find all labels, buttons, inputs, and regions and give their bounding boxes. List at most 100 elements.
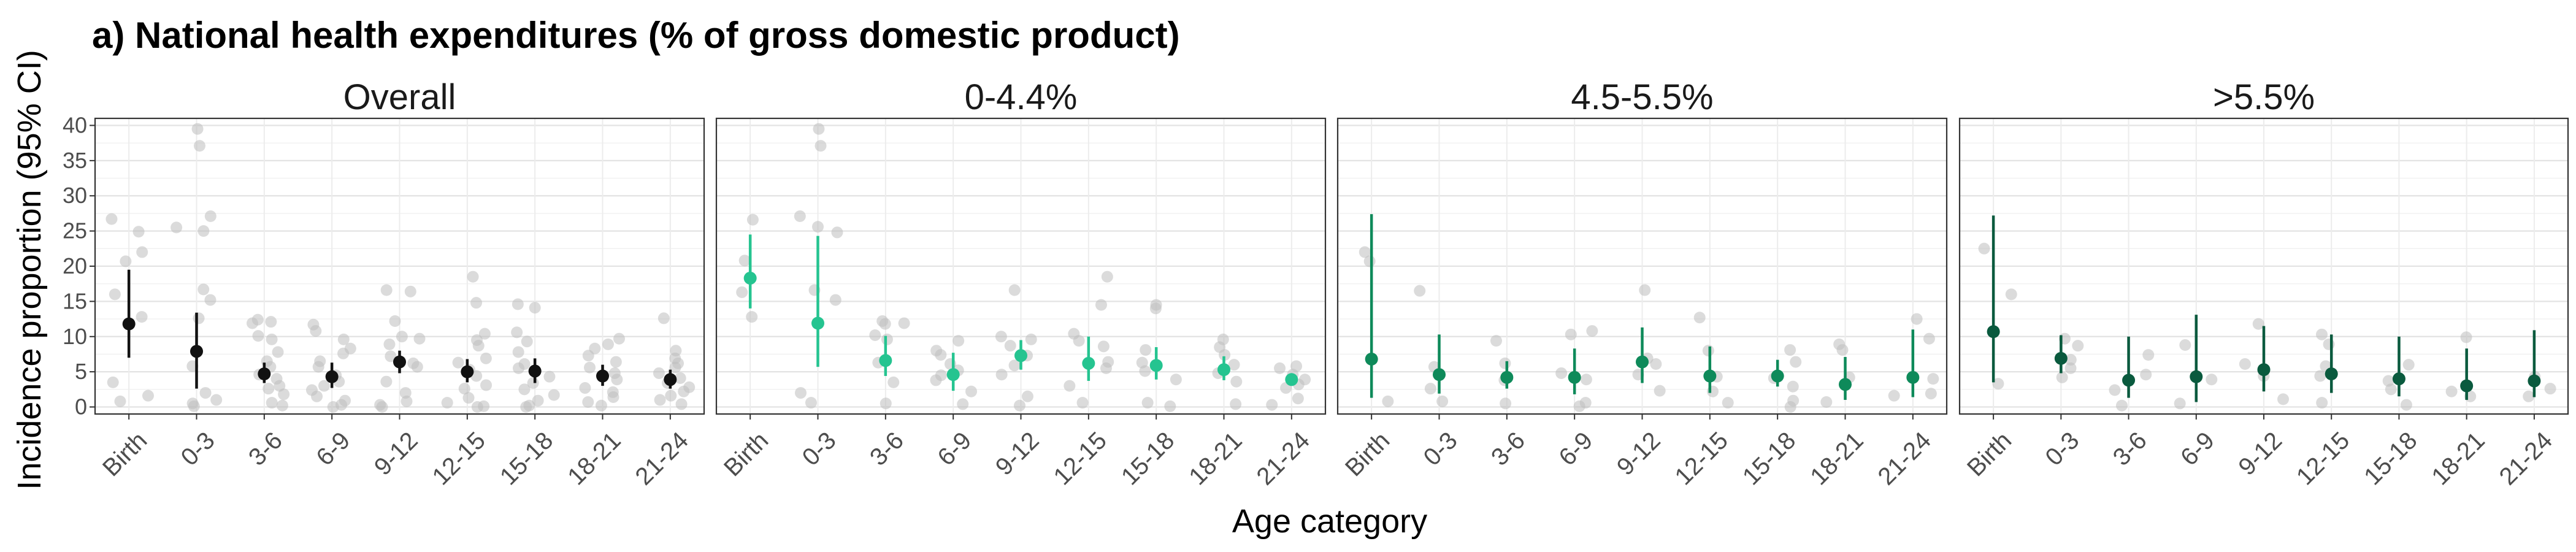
x-tick-label: 6-9 [1554, 427, 1598, 471]
raw-data-point [613, 332, 625, 345]
raw-data-point [2072, 340, 2084, 352]
point-estimate [1636, 355, 1649, 369]
x-tick-label: 3-6 [243, 427, 288, 471]
raw-data-point [1382, 395, 1394, 407]
raw-data-point [1500, 397, 1512, 410]
raw-data-point [193, 140, 205, 152]
raw-data-point [518, 383, 531, 396]
x-tick-label: 9-12 [369, 427, 423, 481]
raw-data-point [404, 285, 416, 297]
raw-data-point [1565, 328, 1577, 340]
raw-data-point [1100, 362, 1112, 374]
raw-data-point [521, 335, 533, 348]
raw-data-point [1992, 378, 2004, 390]
raw-data-point [1230, 398, 1242, 410]
raw-data-point [607, 391, 619, 403]
point-estimate [811, 316, 824, 330]
point-estimate [2460, 379, 2474, 393]
raw-data-point [278, 388, 290, 401]
raw-data-point [2239, 358, 2251, 370]
point-estimate [1771, 369, 1784, 383]
point-estimate [946, 368, 960, 381]
point-estimate [1217, 363, 1230, 377]
raw-data-point [1424, 383, 1436, 395]
raw-data-point [337, 347, 350, 359]
point-estimate [1285, 373, 1298, 386]
raw-data-point [611, 374, 623, 386]
raw-data-point [2385, 383, 2397, 396]
x-tick-label: 18-21 [1805, 427, 1868, 490]
raw-data-point [602, 338, 614, 350]
raw-data-point [114, 395, 126, 407]
raw-data-point [957, 398, 969, 410]
x-tick-label: 18-21 [2426, 427, 2490, 490]
raw-data-point [657, 312, 670, 324]
raw-data-point [1888, 389, 1900, 402]
raw-data-point [1008, 359, 1021, 372]
point-estimate [879, 354, 892, 367]
panel-title: >5.5% [2213, 77, 2315, 117]
raw-data-point [1836, 344, 1849, 356]
raw-data-point [193, 312, 205, 324]
raw-data-point [2206, 374, 2218, 386]
point-estimate [596, 369, 609, 383]
point-estimate [1365, 352, 1378, 366]
raw-data-point [471, 401, 483, 413]
raw-data-point [263, 383, 275, 395]
raw-data-point [1219, 349, 1231, 361]
raw-data-point [265, 316, 277, 328]
raw-data-point [1274, 362, 1286, 374]
raw-data-point [2142, 349, 2155, 361]
raw-data-point [1359, 246, 1371, 258]
x-tick-label: 12-15 [1049, 427, 1112, 490]
x-tick-label: 9-12 [1612, 427, 1666, 481]
raw-data-point [1654, 385, 1666, 397]
raw-data-point [1076, 397, 1089, 409]
raw-data-point [1141, 397, 1154, 409]
raw-data-point [2179, 339, 2191, 351]
raw-data-point [204, 210, 217, 223]
raw-data-point [669, 361, 681, 374]
x-axis-label: Age category [1232, 503, 1427, 540]
x-tick-label: 18-21 [1184, 427, 1247, 490]
chart-panel: Overall Birth 0-3 3-6 6-9 9-12 12-15 15-18 18-21… [94, 77, 705, 491]
x-tick-label: 21-24 [631, 427, 694, 490]
chart-panel: 0-4.4% Birth 0-3 3-6 6-9 9-12 12-15 15-18 18-21 2… [715, 77, 1327, 491]
raw-data-point [204, 294, 217, 306]
raw-data-point [132, 226, 145, 238]
raw-data-point [746, 213, 759, 226]
raw-data-point [1784, 344, 1796, 356]
raw-data-point [276, 399, 288, 412]
y-tick-label: 15 [63, 288, 87, 313]
point-estimate [528, 364, 542, 378]
raw-data-point [480, 352, 492, 364]
raw-data-point [880, 397, 892, 410]
raw-data-point [318, 380, 330, 392]
x-tick-label: 0-3 [2041, 427, 2085, 471]
raw-data-point [1230, 375, 1243, 388]
raw-data-point [1073, 335, 1085, 347]
point-estimate [2325, 367, 2338, 381]
raw-data-point [1499, 357, 1511, 369]
raw-data-point [1573, 400, 1585, 412]
x-tick-label: 21-24 [2494, 427, 2558, 490]
raw-data-point [312, 361, 324, 373]
point-estimate [258, 367, 271, 381]
y-tick-label: 0 [75, 394, 87, 420]
point-estimate [2392, 372, 2405, 386]
raw-data-point [1139, 365, 1151, 377]
raw-data-point [953, 335, 965, 347]
raw-data-point [120, 255, 132, 267]
raw-data-point [191, 123, 204, 135]
raw-data-point [399, 387, 412, 399]
raw-data-point [109, 288, 121, 301]
x-tick-label: 3-6 [1486, 427, 1530, 471]
raw-data-point [935, 349, 947, 361]
raw-data-point [1702, 345, 1714, 357]
raw-data-point [1064, 380, 1076, 392]
raw-data-point [511, 326, 523, 339]
point-estimate [743, 272, 757, 285]
raw-data-point [2109, 384, 2121, 396]
raw-data-point [2323, 338, 2335, 350]
